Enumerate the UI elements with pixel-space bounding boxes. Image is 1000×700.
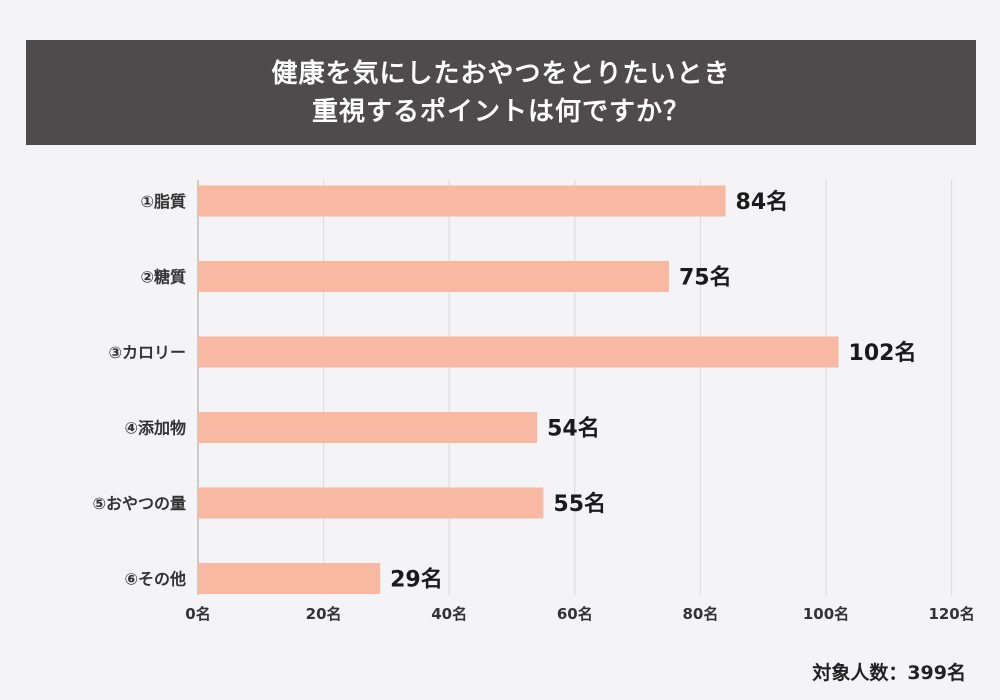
value-label: 54名 [547,416,600,442]
category-label: ②糖質 [140,268,186,287]
value-label: 84名 [736,189,789,215]
x-tick-label: 0名 [185,605,210,623]
bar [198,412,538,443]
x-tick-label: 120名 [928,605,974,623]
value-label: 75名 [679,265,732,291]
value-label: 29名 [390,567,443,593]
x-tick-label: 100名 [803,605,849,623]
value-label: 102名 [849,340,917,366]
category-label: ①脂質 [140,192,186,211]
bar [198,336,839,368]
chart-title-line-2: 重視するポイントは何ですか？ [311,96,690,127]
sample-size-note: 対象人数：399名 [812,662,966,684]
title-banner: 健康を気にしたおやつをとりたいとき 重視するポイントは何ですか？ [26,40,976,145]
category-label: ⑥その他 [124,570,186,589]
category-label: ⑤おやつの量 [92,494,186,513]
chart-title-line-1: 健康を気にしたおやつをとりたいとき [271,58,731,89]
bar [198,487,544,519]
category-label: ③カロリー [108,343,186,362]
value-label: 55名 [553,491,606,517]
x-tick-label: 80名 [682,605,718,623]
x-tick-label: 60名 [557,605,593,623]
x-tick-label: 20名 [306,605,342,623]
category-label: ④添加物 [124,419,186,438]
bar [198,261,669,292]
x-tick-label: 40名 [431,605,467,623]
bar [198,563,381,594]
bar [198,185,726,217]
